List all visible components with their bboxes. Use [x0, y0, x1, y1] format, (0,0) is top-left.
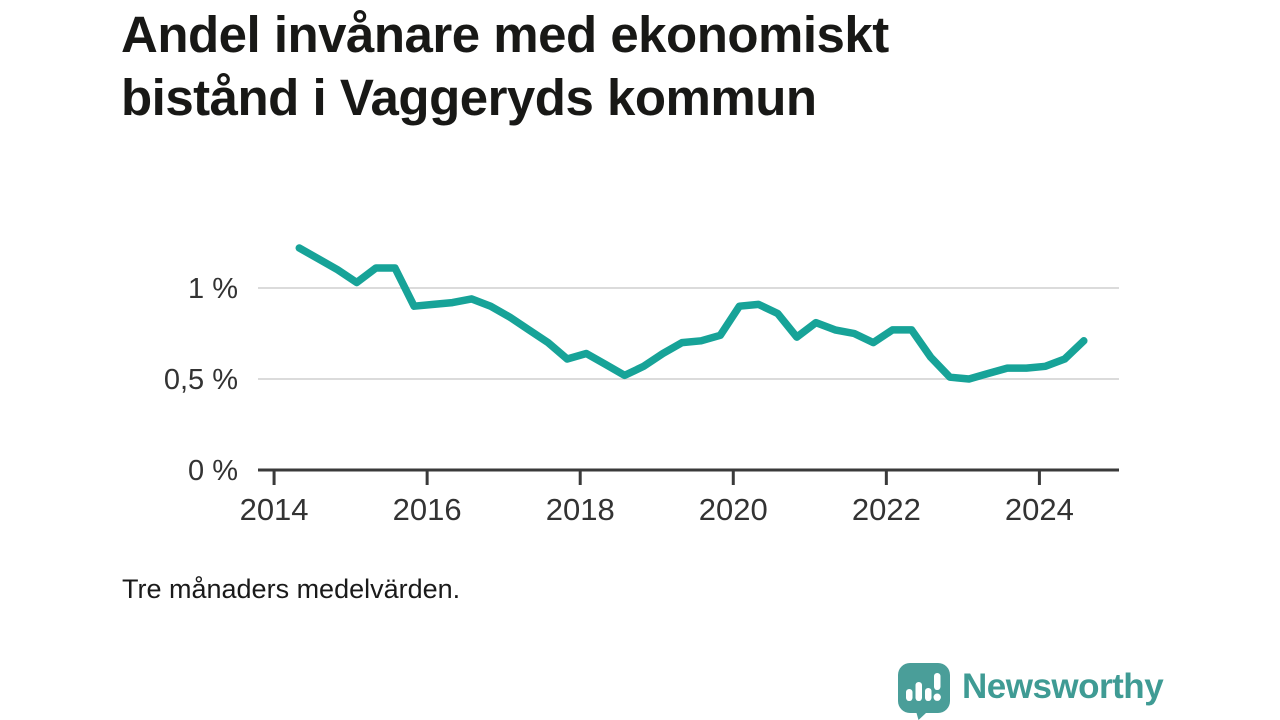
y-tick-label: 0,5 % [164, 364, 238, 396]
x-tick-label: 2020 [699, 492, 768, 527]
chart-title-line2: bistånd i Vaggeryds kommun [121, 69, 817, 126]
newsworthy-logo: Newsworthy [897, 662, 1164, 720]
chart-footnote: Tre månaders medelvärden. [122, 574, 461, 604]
x-tick-label: 2014 [240, 492, 309, 527]
x-tick-label: 2018 [546, 492, 615, 527]
chart-title-line1: Andel invånare med ekonomiskt [121, 6, 889, 63]
logo-mini-bars [906, 673, 941, 701]
y-tick-label: 0 % [188, 455, 238, 487]
chart-title: Andel invånare med ekonomiskt bistånd i … [121, 3, 889, 129]
y-tick-label: 1 % [188, 273, 238, 305]
newsworthy-logo-text: Newsworthy [962, 666, 1164, 706]
bar-chart-speech-bubble-icon [898, 663, 950, 720]
data-line-series [295, 244, 1088, 383]
x-tick-label: 2024 [1005, 492, 1074, 527]
x-tick-label: 2022 [852, 492, 921, 527]
x-tick-label: 2016 [393, 492, 462, 527]
